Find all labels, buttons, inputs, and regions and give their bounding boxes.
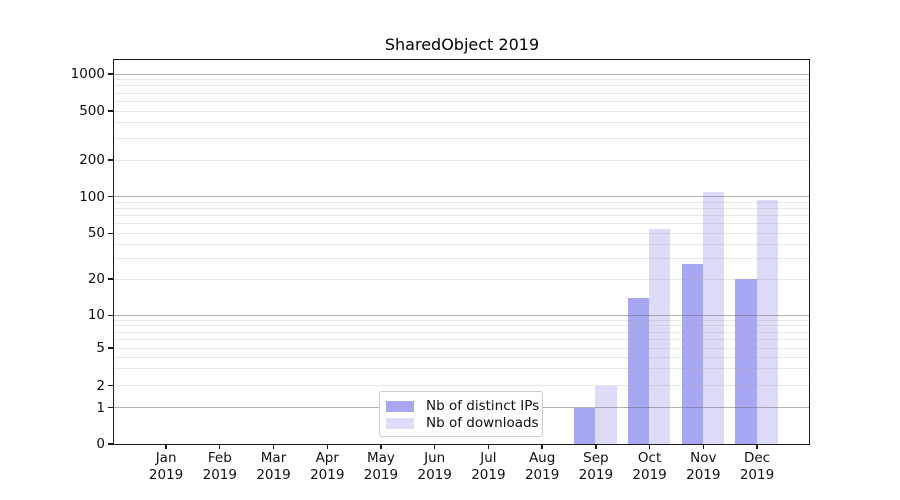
y-tick-label-1000: 1000 (70, 66, 105, 82)
gridline-300 (114, 137, 809, 139)
gridline-5 (114, 347, 809, 349)
x-tick-label-aug: Aug 2019 (524, 450, 560, 483)
gridline-2 (114, 385, 809, 386)
gridline-4 (114, 356, 809, 358)
x-tick-mark-apr (326, 444, 328, 449)
y-tick-mark-1000 (108, 73, 113, 75)
gridline-200 (114, 159, 809, 161)
x-tick-label-oct: Oct 2019 (632, 450, 667, 483)
y-tick-mark-2 (108, 384, 113, 387)
gridline-7 (114, 331, 809, 333)
y-tick-mark-0 (108, 443, 113, 445)
legend-swatch-downloads (386, 418, 414, 429)
y-tick-label-2: 2 (96, 377, 105, 394)
y-tick-mark-200 (108, 159, 113, 161)
x-tick-mark-jun (434, 444, 436, 449)
legend-item-distinct-ips: Nb of distinct IPs (386, 398, 542, 415)
bar-downloads-oct (649, 229, 671, 444)
x-tick-label-jan: Jan 2019 (148, 450, 184, 483)
x-tick-mark-feb (219, 444, 221, 449)
gridline-400 (114, 122, 809, 124)
legend-swatch-distinct-ips (386, 401, 414, 412)
gridline-80 (114, 207, 809, 209)
x-tick-label-apr: Apr 2019 (310, 450, 345, 483)
x-tick-mark-sep (595, 444, 597, 449)
plot-area (113, 59, 810, 445)
x-tick-mark-nov (702, 444, 704, 449)
gridline-900 (114, 79, 809, 81)
gridline-700 (114, 92, 809, 94)
y-tick-label-50: 50 (87, 225, 105, 242)
gridline-90 (114, 201, 809, 203)
y-tick-label-5: 5 (96, 340, 105, 356)
x-tick-mark-jul (487, 444, 490, 449)
x-tick-mark-oct (648, 444, 651, 449)
chart-title: SharedObject 2019 (384, 35, 540, 54)
x-tick-label-may: May 2019 (363, 450, 399, 483)
legend-label-downloads: Nb of downloads (426, 415, 539, 431)
gridline-8 (114, 325, 809, 327)
y-tick-mark-50 (108, 232, 113, 234)
bar-distinct-ips-sep (574, 407, 596, 444)
legend-item-downloads: Nb of downloads (386, 415, 542, 432)
y-tick-label-20: 20 (87, 271, 105, 287)
gridline-10 (114, 314, 809, 316)
bar-distinct-ips-nov (681, 264, 703, 444)
x-tick-mark-aug (541, 444, 543, 449)
legend-label-distinct-ips: Nb of distinct IPs (426, 398, 540, 414)
y-tick-mark-100 (108, 195, 113, 198)
x-tick-mark-jan (165, 444, 167, 449)
gridline-600 (114, 100, 809, 102)
gridline-3 (114, 368, 809, 370)
gridline-50 (114, 232, 809, 234)
x-tick-label-dec: Dec 2019 (739, 450, 775, 483)
gridline-9 (114, 319, 809, 321)
y-tick-mark-10 (108, 314, 113, 316)
gridline-1000 (114, 73, 809, 75)
bar-downloads-dec (756, 200, 778, 444)
x-tick-label-feb: Feb 2019 (202, 450, 237, 483)
x-tick-mark-may (380, 444, 382, 449)
gridline-60 (114, 223, 809, 225)
y-tick-mark-20 (108, 278, 113, 280)
x-tick-mark-mar (272, 444, 275, 449)
y-tick-mark-1 (108, 406, 113, 409)
gridline-6 (114, 338, 809, 340)
gridline-100 (114, 196, 809, 197)
x-tick-label-jun: Jun 2019 (417, 450, 452, 483)
y-tick-label-100: 100 (79, 188, 105, 205)
x-tick-label-mar: Mar 2019 (256, 450, 291, 483)
legend: Nb of distinct IPs Nb of downloads (379, 391, 543, 437)
x-tick-label-nov: Nov 2019 (686, 450, 721, 483)
y-tick-mark-500 (108, 110, 113, 112)
x-tick-label-jul: Jul 2019 (471, 450, 506, 483)
gridline-30 (114, 258, 809, 260)
y-tick-label-0: 0 (96, 436, 105, 452)
x-tick-mark-dec (756, 444, 758, 449)
bar-distinct-ips-dec (735, 279, 757, 444)
y-tick-mark-5 (108, 347, 113, 349)
x-tick-label-sep: Sep 2019 (578, 450, 614, 483)
y-tick-label-500: 500 (79, 103, 105, 119)
gridline-800 (114, 85, 809, 87)
gridline-20 (114, 278, 809, 280)
gridline-70 (114, 214, 809, 216)
gridline-500 (114, 110, 809, 112)
y-tick-label-10: 10 (87, 307, 105, 324)
y-tick-label-200: 200 (79, 152, 105, 168)
bar-downloads-nov (702, 192, 725, 444)
y-tick-label-1: 1 (96, 399, 105, 416)
gridline-40 (114, 243, 809, 245)
bar-downloads-sep (595, 385, 617, 444)
